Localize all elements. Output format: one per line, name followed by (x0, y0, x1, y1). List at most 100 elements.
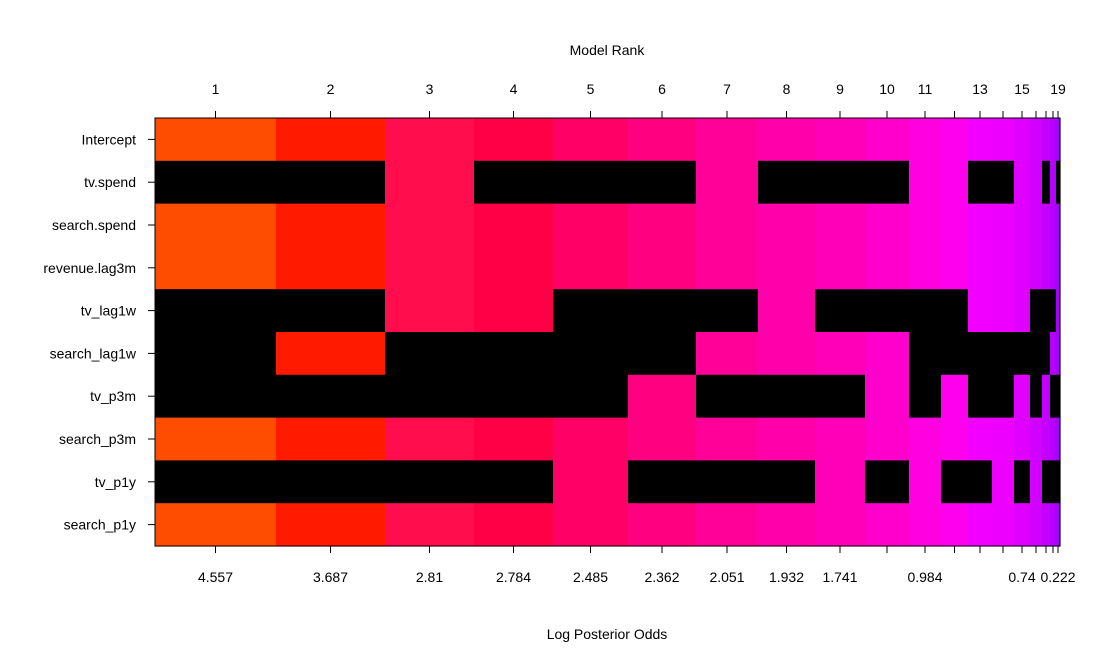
cell-model-15-search.spend (1014, 203, 1031, 247)
cell-model-18-tv_p3m (1050, 374, 1057, 419)
cell-model-2-tv_lag1w (276, 289, 386, 333)
model-rank-tick-label: 1 (212, 81, 220, 97)
cell-model-2-tv_p3m (276, 374, 386, 419)
log-posterior-odds-tick-label: 0.984 (907, 569, 942, 585)
cell-model-9-tv.spend (815, 160, 866, 205)
cell-model-11-tv_lag1w (909, 289, 942, 333)
cell-model-8-search_lag1w (758, 332, 816, 376)
cell-model-10-tv.spend (865, 160, 910, 205)
cell-model-13-Intercept (968, 118, 993, 162)
cell-model-8-revenue.lag3m (758, 246, 816, 290)
cell-model-5-search_p3m (553, 417, 629, 461)
log-posterior-odds-tick-label: 0.74 (1008, 569, 1035, 585)
cell-model-9-tv_p1y (815, 460, 866, 504)
cell-model-14-search.spend (992, 203, 1015, 247)
cell-model-12-search.spend (941, 203, 969, 247)
cell-model-13-search_p3m (968, 417, 993, 461)
cell-model-18-Intercept (1050, 118, 1057, 162)
model-rank-tick-label: 3 (426, 81, 434, 97)
cell-model-12-revenue.lag3m (941, 246, 969, 290)
cell-model-7-search_p3m (696, 417, 759, 461)
model-rank-tick-label: 7 (723, 81, 731, 97)
cell-model-18-tv_p1y (1050, 460, 1057, 504)
cell-model-3-search_p3m (385, 417, 475, 461)
cell-model-9-search.spend (815, 203, 866, 247)
cell-model-7-tv_p1y (696, 460, 759, 504)
cell-model-10-tv_p3m (865, 374, 910, 419)
variable-label: Intercept (82, 131, 137, 147)
cell-model-12-search_p3m (941, 417, 969, 461)
cell-model-16-tv_lag1w (1030, 289, 1043, 333)
cell-model-7-revenue.lag3m (696, 246, 759, 290)
cell-model-19-search_p3m (1056, 417, 1061, 461)
cell-model-18-tv_lag1w (1050, 289, 1057, 333)
cell-model-5-search_p1y (553, 503, 629, 547)
log-posterior-odds-tick-label: 2.362 (644, 569, 679, 585)
cell-model-11-tv_p3m (909, 374, 942, 419)
cell-model-14-search_p1y (992, 503, 1015, 547)
cell-model-5-Intercept (553, 118, 629, 162)
cell-model-14-tv_p3m (992, 374, 1015, 419)
cell-model-2-search_lag1w (276, 332, 386, 376)
cell-model-13-search.spend (968, 203, 993, 247)
cell-model-6-tv_p1y (628, 460, 697, 504)
cell-model-9-tv_lag1w (815, 289, 866, 333)
cell-model-16-revenue.lag3m (1030, 246, 1043, 290)
cell-model-5-tv.spend (553, 160, 629, 205)
cell-model-17-search.spend (1042, 203, 1051, 247)
log-posterior-odds-tick-label: 2.81 (416, 569, 443, 585)
cell-model-4-Intercept (474, 118, 554, 162)
cell-model-7-tv_p3m (696, 374, 759, 419)
model-rank-tick-label: 6 (658, 81, 666, 97)
cell-model-2-search_p3m (276, 417, 386, 461)
cell-model-11-search_lag1w (909, 332, 942, 376)
cell-model-7-search_lag1w (696, 332, 759, 376)
cell-model-3-tv_p1y (385, 460, 475, 504)
variable-label: tv_p1y (95, 474, 136, 490)
cell-model-2-revenue.lag3m (276, 246, 386, 290)
cell-model-19-revenue.lag3m (1056, 246, 1061, 290)
cell-model-11-tv.spend (909, 160, 942, 205)
cell-model-4-tv.spend (474, 160, 554, 205)
model-rank-tick-label: 15 (1014, 81, 1030, 97)
cell-model-7-tv.spend (696, 160, 759, 205)
model-rank-tick-label: 9 (836, 81, 844, 97)
cell-model-4-search_lag1w (474, 332, 554, 376)
cell-model-12-tv_p1y (941, 460, 969, 504)
model-rank-tick-label: 4 (510, 81, 518, 97)
cell-model-13-revenue.lag3m (968, 246, 993, 290)
cell-model-15-search_lag1w (1014, 332, 1031, 376)
cell-model-17-tv_p3m (1042, 374, 1051, 419)
cell-model-8-tv_p1y (758, 460, 816, 504)
cell-model-18-revenue.lag3m (1050, 246, 1057, 290)
cell-model-4-revenue.lag3m (474, 246, 554, 290)
cell-model-10-search.spend (865, 203, 910, 247)
cell-model-1-tv.spend (155, 160, 277, 205)
cell-model-12-search_p1y (941, 503, 969, 547)
cell-model-6-revenue.lag3m (628, 246, 697, 290)
cell-model-5-search.spend (553, 203, 629, 247)
cell-model-6-tv.spend (628, 160, 697, 205)
x-axis-title: Log Posterior Odds (547, 626, 668, 642)
cell-model-18-search.spend (1050, 203, 1057, 247)
log-posterior-odds-tick-label: 2.485 (573, 569, 608, 585)
cell-model-16-tv_p1y (1030, 460, 1043, 504)
log-posterior-odds-tick-label: 2.784 (496, 569, 531, 585)
cell-model-15-tv_p3m (1014, 374, 1031, 419)
cell-model-18-tv.spend (1050, 160, 1057, 205)
cell-model-4-search_p3m (474, 417, 554, 461)
cell-model-6-search_p3m (628, 417, 697, 461)
cell-model-1-search_p1y (155, 503, 277, 547)
cell-model-8-Intercept (758, 118, 816, 162)
cell-model-1-tv_p1y (155, 460, 277, 504)
cell-model-12-Intercept (941, 118, 969, 162)
cell-model-8-search_p1y (758, 503, 816, 547)
log-posterior-odds-tick-label: 1.932 (769, 569, 804, 585)
model-rank-tick-label: 2 (327, 81, 335, 97)
cell-model-14-revenue.lag3m (992, 246, 1015, 290)
cell-model-19-tv_p3m (1056, 374, 1061, 419)
cell-model-16-search.spend (1030, 203, 1043, 247)
cell-model-1-search_p3m (155, 417, 277, 461)
model-rank-tick-label: 13 (972, 81, 988, 97)
cell-model-9-search_p3m (815, 417, 866, 461)
